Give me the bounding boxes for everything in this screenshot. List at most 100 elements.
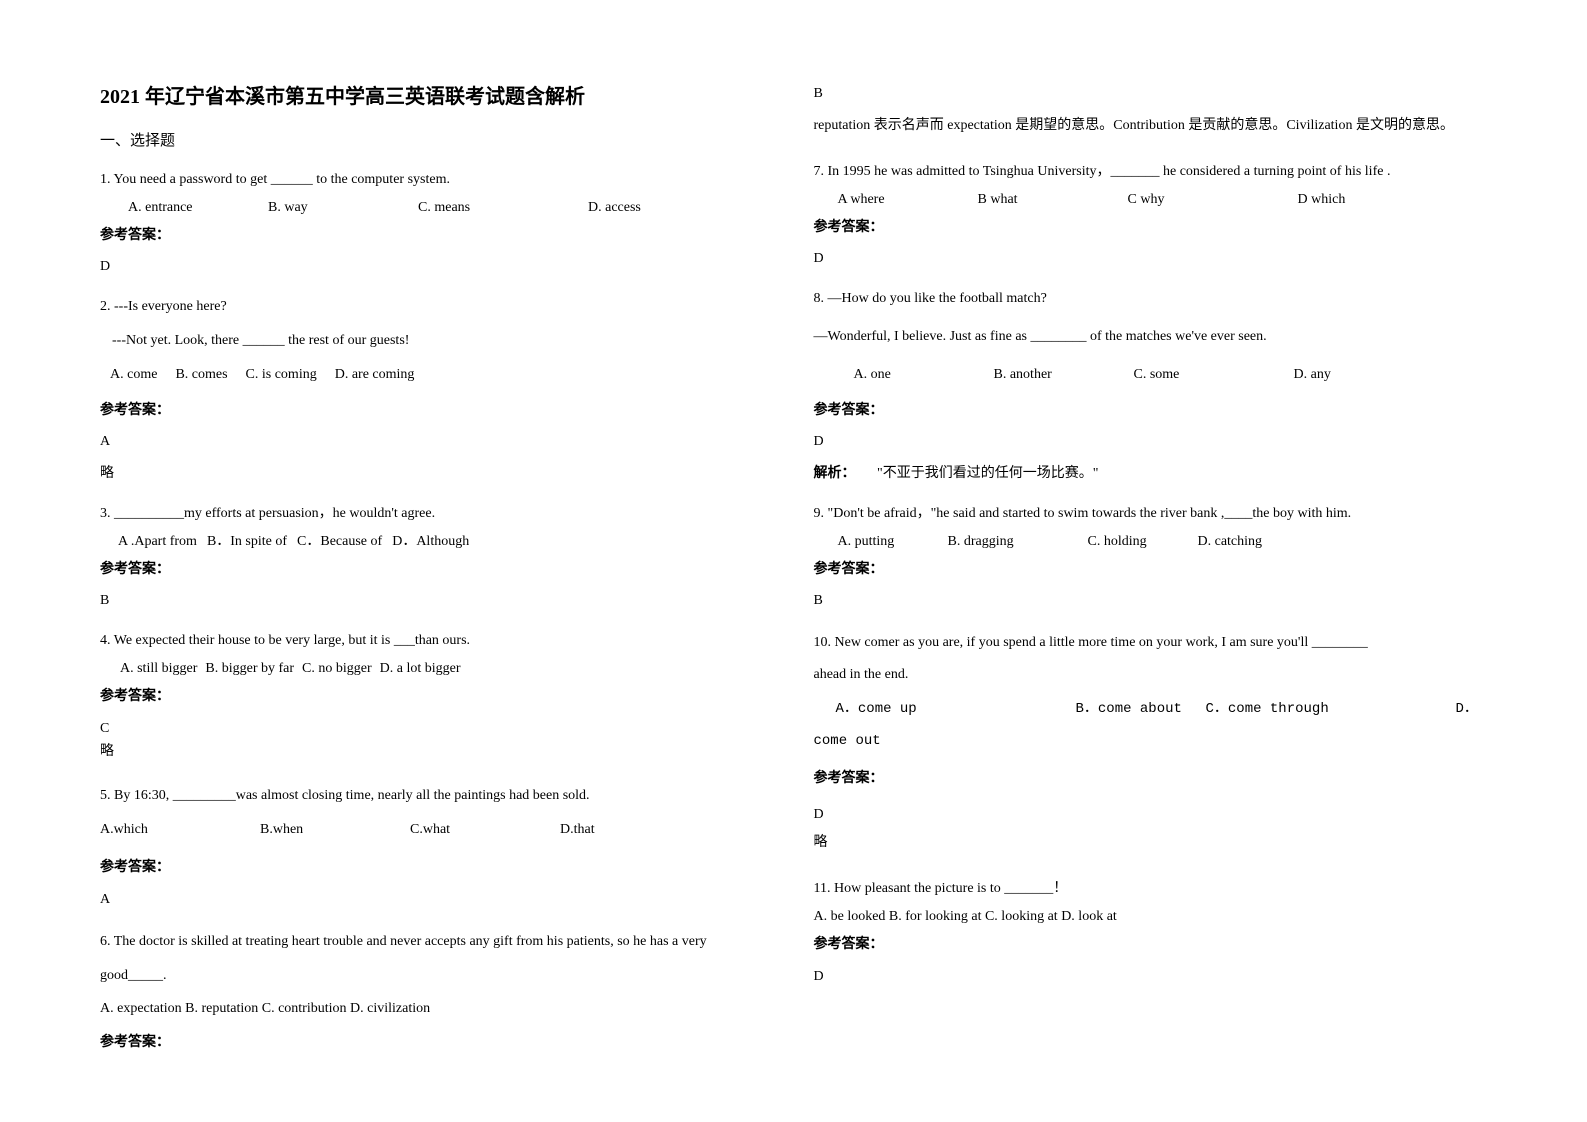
answer-value: A (100, 430, 774, 454)
question-options: A. expectation B. reputation C. contribu… (100, 994, 774, 1023)
answer-value: D (814, 965, 1488, 989)
answer-value: A (100, 888, 774, 912)
answer-label: 参考答案： (100, 399, 774, 423)
question-text: 3. __________my efforts at persuasion，he… (100, 502, 774, 526)
option-c: C. is coming (246, 363, 317, 387)
question-text: 10. New comer as you are, if you spend a… (814, 629, 1488, 657)
answer-label: 参考答案： (814, 933, 1488, 957)
option-b: B.when (260, 818, 410, 842)
question-text: 1. You need a password to get ______ to … (100, 168, 774, 192)
question-8: 8. —How do you like the football match? … (814, 287, 1488, 486)
option-d: D. any (1294, 363, 1331, 387)
question-7: 7. In 1995 he was admitted to Tsinghua U… (814, 160, 1488, 271)
option-c: C．come through (1206, 695, 1456, 723)
option-a: A. one (854, 363, 994, 387)
explain-text: "不亚于我们看过的任何一场比赛。" (877, 466, 1098, 481)
option-c: C．Because of (297, 530, 382, 554)
answer-label: 参考答案： (100, 224, 774, 248)
option-c: C why (1128, 188, 1298, 212)
answer-value: B (814, 80, 1488, 108)
option-b: B. bigger by far (205, 657, 294, 681)
question-10: 10. New comer as you are, if you spend a… (814, 629, 1488, 861)
question-text: 6. The doctor is skilled at treating hea… (100, 927, 774, 956)
option-d: D which (1298, 188, 1346, 212)
answer-value: D (814, 430, 1488, 454)
option-b: B. comes (175, 363, 227, 387)
answer-explain: reputation 表示名声而 expectation 是期望的意思。Cont… (814, 112, 1488, 140)
answer-value: D (814, 801, 1488, 829)
question-options: A where B what C why D which (814, 188, 1488, 212)
question-text: 11. How pleasant the picture is to _____… (814, 877, 1488, 901)
question-options: A．come up B．come about C．come through D． (814, 695, 1488, 723)
question-options: A.which B.when C.what D.that (100, 818, 774, 842)
question-text-line2: —Wonderful, I believe. Just as fine as _… (814, 325, 1488, 349)
answer-label: 参考答案： (814, 558, 1488, 582)
answer-label: 参考答案： (100, 856, 774, 880)
question-text-line2: ahead in the end. (814, 661, 1488, 689)
question-6-answer: B reputation 表示名声而 expectation 是期望的意思。Co… (814, 80, 1488, 144)
question-text-line2: good_____. (100, 961, 774, 990)
option-a: A.which (100, 818, 260, 842)
option-a: A. come (110, 363, 157, 387)
question-options: A. come B. comes C. is coming D. are com… (100, 363, 774, 387)
option-a: A where (838, 188, 978, 212)
option-b: B．In spite of (207, 530, 287, 554)
section-heading: 一、选择题 (100, 129, 774, 150)
option-a: A. still bigger (120, 657, 197, 681)
option-c: C. some (1134, 363, 1294, 387)
option-d: D. are coming (335, 363, 415, 387)
answer-label: 参考答案： (100, 685, 774, 709)
option-d: D. a lot bigger (380, 657, 461, 681)
question-options: A. one B. another C. some D. any (814, 363, 1488, 387)
answer-label: 参考答案： (814, 399, 1488, 423)
answer-label: 参考答案： (814, 216, 1488, 240)
question-text-line2: ---Not yet. Look, there ______ the rest … (100, 329, 774, 353)
option-d-cont: come out (814, 727, 1488, 755)
answer-value: B (100, 589, 774, 613)
question-text: 2. ---Is everyone here? (100, 295, 774, 319)
answer-value: D (100, 255, 774, 279)
option-d: D. access (588, 196, 641, 220)
option-b: B. dragging (948, 530, 1088, 554)
page-title: 2021 年辽宁省本溪市第五中学高三英语联考试题含解析 (100, 80, 774, 109)
question-options: A. entrance B. way C. means D. access (100, 196, 774, 220)
question-11: 11. How pleasant the picture is to _____… (814, 877, 1488, 988)
answer-explain: 解析： "不亚于我们看过的任何一场比赛。" (814, 462, 1488, 486)
question-options: A. putting B. dragging C. holding D. cat… (814, 530, 1488, 554)
option-c: C. no bigger (302, 657, 372, 681)
option-b: B．come about (1076, 695, 1206, 723)
answer-label: 参考答案： (814, 765, 1488, 793)
question-text: 8. —How do you like the football match? (814, 287, 1488, 311)
answer-value: B (814, 589, 1488, 613)
option-a: A .Apart from (118, 530, 197, 554)
answer-value: D (814, 247, 1488, 271)
option-c: C.what (410, 818, 560, 842)
answer-omit: 略 (100, 740, 774, 764)
option-a: A. entrance (128, 196, 268, 220)
option-d: D．Although (392, 530, 469, 554)
question-1: 1. You need a password to get ______ to … (100, 168, 774, 279)
option-b: B what (978, 188, 1128, 212)
question-options: A. be looked B. for looking at C. lookin… (814, 905, 1488, 929)
right-column: B reputation 表示名声而 expectation 是期望的意思。Co… (814, 80, 1488, 1042)
explain-label: 解析： (814, 466, 856, 481)
question-4: 4. We expected their house to be very la… (100, 629, 774, 768)
option-b: B. another (994, 363, 1134, 387)
question-2: 2. ---Is everyone here? ---Not yet. Look… (100, 295, 774, 486)
option-b: B. way (268, 196, 418, 220)
option-c: C. holding (1088, 530, 1198, 554)
option-d: D． (1456, 695, 1478, 723)
question-9: 9. "Don't be afraid，"he said and started… (814, 502, 1488, 613)
answer-label: 参考答案： (100, 558, 774, 582)
question-3: 3. __________my efforts at persuasion，he… (100, 502, 774, 613)
question-5: 5. By 16:30, _________was almost closing… (100, 784, 774, 911)
option-d: D.that (560, 818, 595, 842)
option-a: A．come up (836, 695, 1076, 723)
question-text: 7. In 1995 he was admitted to Tsinghua U… (814, 160, 1488, 184)
option-d: D. catching (1198, 530, 1263, 554)
question-text: 9. "Don't be afraid，"he said and started… (814, 502, 1488, 526)
option-a: A. putting (838, 530, 948, 554)
question-options: A .Apart from B．In spite of C．Because of… (100, 530, 774, 554)
left-column: 2021 年辽宁省本溪市第五中学高三英语联考试题含解析 一、选择题 1. You… (100, 80, 774, 1042)
question-6: 6. The doctor is skilled at treating hea… (100, 927, 774, 1057)
